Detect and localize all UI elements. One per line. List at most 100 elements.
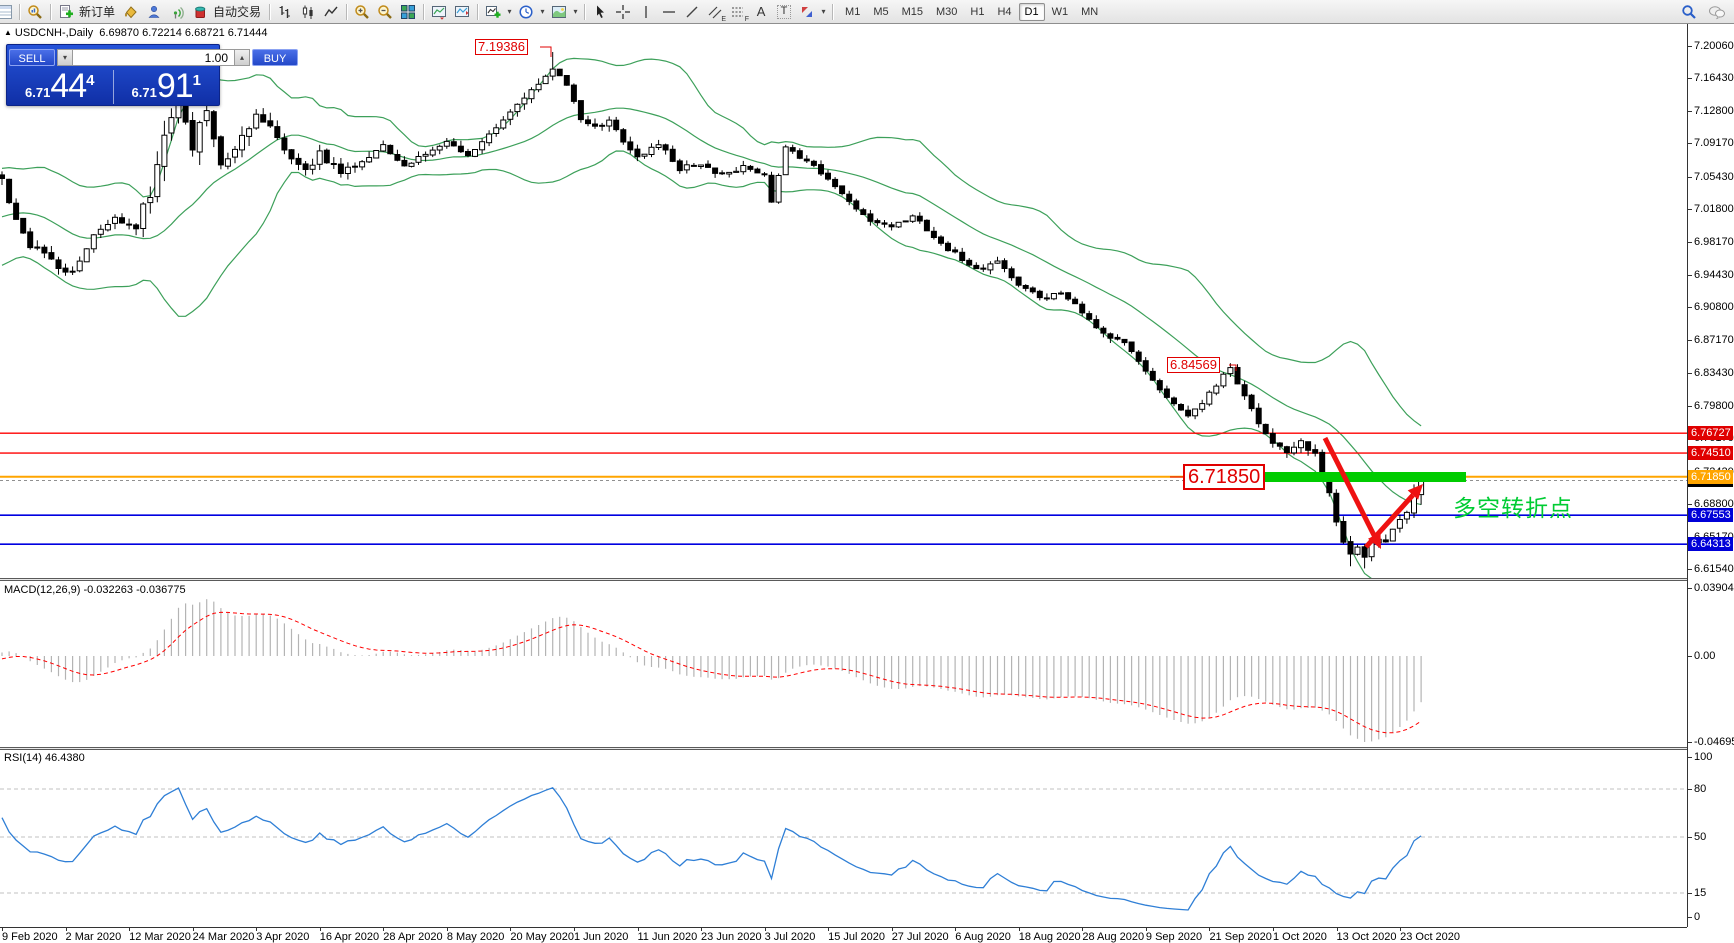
price-callout-key-level[interactable]: 6.71850	[1183, 464, 1266, 490]
rsi-tick-label: 15	[1694, 887, 1707, 899]
date-axis[interactable]: 9 Feb 2020 2 Mar 2020 12 Mar 2020 24 Mar 20…	[0, 927, 1687, 943]
new-chart-dropdown-caret[interactable]: ▾	[507, 7, 512, 16]
vertical-line-icon[interactable]	[635, 2, 657, 22]
sell-price-big: 44	[50, 67, 87, 105]
buy-price[interactable]: 6.71 91 1	[114, 69, 220, 105]
template-icon[interactable]	[548, 2, 570, 22]
price-tick-mark	[1688, 176, 1692, 178]
period-clock-icon[interactable]	[515, 2, 537, 22]
arrange-chart-alt-icon[interactable]	[451, 2, 473, 22]
pane-separator[interactable]	[0, 747, 1687, 750]
price-tick-mark	[1688, 536, 1692, 538]
timeframe-button-M1[interactable]: M1	[845, 5, 861, 18]
sell-price[interactable]: 6.71 44 4	[7, 69, 113, 105]
collapse-panel-icon[interactable]: ▲	[4, 28, 12, 37]
sell-button[interactable]: SELL	[9, 49, 55, 66]
timeframe-button-M5[interactable]: M5	[873, 5, 889, 18]
price-tick-mark	[1688, 110, 1692, 112]
date-tick-label: 16 Apr 2020	[319, 931, 380, 943]
arrows-icon[interactable]	[796, 2, 818, 22]
signal-icon[interactable]	[166, 2, 188, 22]
volume-input[interactable]	[73, 49, 234, 66]
chat-icon[interactable]	[1706, 2, 1728, 22]
zoom-out-icon[interactable]	[374, 2, 396, 22]
auto-trading-label[interactable]: 自动交易	[213, 5, 262, 19]
toolbar-separator	[584, 3, 586, 20]
date-tick-mark	[446, 928, 448, 931]
price-tick-mark	[1688, 568, 1692, 570]
price-tick-label: 6.87170	[1694, 333, 1734, 346]
macd-tick-label: 0.00	[1694, 650, 1716, 662]
horizontal-line-icon[interactable]	[658, 2, 680, 22]
rsi-tick-label: 80	[1694, 783, 1707, 795]
new-order-icon[interactable]	[55, 2, 77, 22]
timeframe-button-M15[interactable]: M15	[901, 5, 923, 18]
arrows-dropdown-caret[interactable]: ▾	[821, 7, 826, 16]
price-axis[interactable]: 7.20060 7.16430 7.12800 7.09170 7.05430 7.018…	[1687, 24, 1734, 927]
toolbar-separator	[269, 3, 271, 20]
price-tick-mark	[1688, 241, 1692, 243]
candlestick-chart-icon[interactable]	[297, 2, 319, 22]
date-tick-mark	[1018, 928, 1020, 931]
price-tick-label: 7.09170	[1694, 137, 1734, 150]
trade-panel-controls: SELL ▾ ▴ BUY	[9, 47, 298, 68]
period-dropdown-caret[interactable]: ▾	[540, 7, 545, 16]
volume-decrease-button[interactable]: ▾	[57, 49, 73, 66]
tile-windows-icon[interactable]	[397, 2, 419, 22]
autotrading-icon[interactable]	[189, 2, 211, 22]
timeframe-button-M30[interactable]: M30	[936, 5, 958, 18]
pane-separator[interactable]	[0, 578, 1687, 581]
crosshair-icon[interactable]	[612, 2, 634, 22]
channel-sub-label: E	[721, 15, 727, 23]
toolbar-separator	[50, 3, 51, 20]
text-label-icon[interactable]: T	[773, 2, 795, 22]
line-chart-icon[interactable]	[320, 2, 342, 22]
buy-button[interactable]: BUY	[252, 49, 298, 66]
main-chart-canvas[interactable]	[0, 24, 1687, 578]
price-tick-label: 6.68800	[1694, 498, 1734, 511]
bar-chart-icon[interactable]	[274, 2, 296, 22]
date-tick-label: 11 Jun 2020	[637, 931, 698, 943]
timeframe-button-W1[interactable]: W1	[1051, 5, 1069, 18]
equidistant-channel-icon[interactable]: E	[704, 2, 727, 23]
cursor-icon[interactable]	[589, 2, 611, 22]
new-order-label[interactable]: 新订单	[79, 5, 116, 19]
sell-price-pip: 4	[86, 72, 95, 89]
rsi-pane-canvas[interactable]	[0, 750, 1687, 926]
zoom-in-icon[interactable]	[351, 2, 373, 22]
price-marker-6.67553: 6.67553	[1688, 508, 1733, 523]
rsi-tick-label: 100	[1694, 751, 1713, 763]
date-tick-mark	[764, 928, 766, 931]
price-tick-mark	[1688, 143, 1692, 145]
price-tick-label: 7.05430	[1694, 170, 1734, 183]
date-tick-mark	[1209, 928, 1211, 931]
trendline-icon[interactable]	[681, 2, 703, 22]
text-icon[interactable]: A	[756, 4, 766, 19]
terminal-grid-icon[interactable]	[0, 2, 15, 22]
timeframe-button-H4[interactable]: H4	[997, 5, 1012, 18]
volume-increase-button[interactable]: ▴	[234, 49, 250, 66]
price-callout-swing[interactable]: 6.84569	[1167, 357, 1220, 373]
template-dropdown-caret[interactable]: ▾	[573, 7, 578, 16]
timeframe-button-H1[interactable]: H1	[970, 5, 985, 18]
market-profile-icon[interactable]	[143, 2, 165, 22]
rsi-tick-mark	[1688, 757, 1692, 758]
macd-pane-canvas[interactable]	[0, 581, 1687, 747]
new-chart-icon[interactable]	[482, 2, 504, 22]
date-tick-label: 9 Feb 2020	[2, 931, 58, 943]
fibonacci-icon[interactable]: F	[727, 2, 750, 23]
annotation-note[interactable]: 多空转折点	[1453, 495, 1573, 521]
fibo-sub-label: F	[744, 15, 750, 23]
timeframe-button-MN[interactable]: MN	[1081, 5, 1099, 18]
arrange-chart-icon[interactable]	[428, 2, 450, 22]
timeframe-group: M1 M5 M15 M30 H1 H4 D1 W1 MN	[839, 2, 1104, 21]
timeframe-button-D1[interactable]: D1	[1018, 2, 1045, 21]
buy-price-big: 91	[156, 67, 194, 105]
chart-magnifier-icon[interactable]	[24, 2, 46, 22]
price-tick-label: 6.79800	[1694, 399, 1734, 412]
volume-stepper: ▾ ▴	[57, 49, 250, 66]
price-callout-high[interactable]: 7.19386	[475, 39, 528, 55]
search-icon[interactable]	[1678, 2, 1700, 22]
paint-bucket-icon[interactable]	[120, 2, 142, 22]
